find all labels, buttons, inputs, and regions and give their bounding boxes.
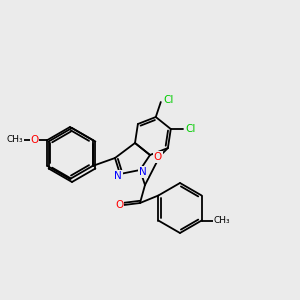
Text: CH₃: CH₃	[6, 136, 23, 145]
Text: Cl: Cl	[164, 95, 174, 105]
Text: N: N	[139, 167, 147, 177]
Text: Cl: Cl	[186, 124, 196, 134]
Text: O: O	[115, 200, 123, 210]
Text: O: O	[30, 135, 39, 145]
Text: N: N	[114, 171, 122, 181]
Text: CH₃: CH₃	[213, 216, 230, 225]
Text: O: O	[154, 152, 162, 162]
